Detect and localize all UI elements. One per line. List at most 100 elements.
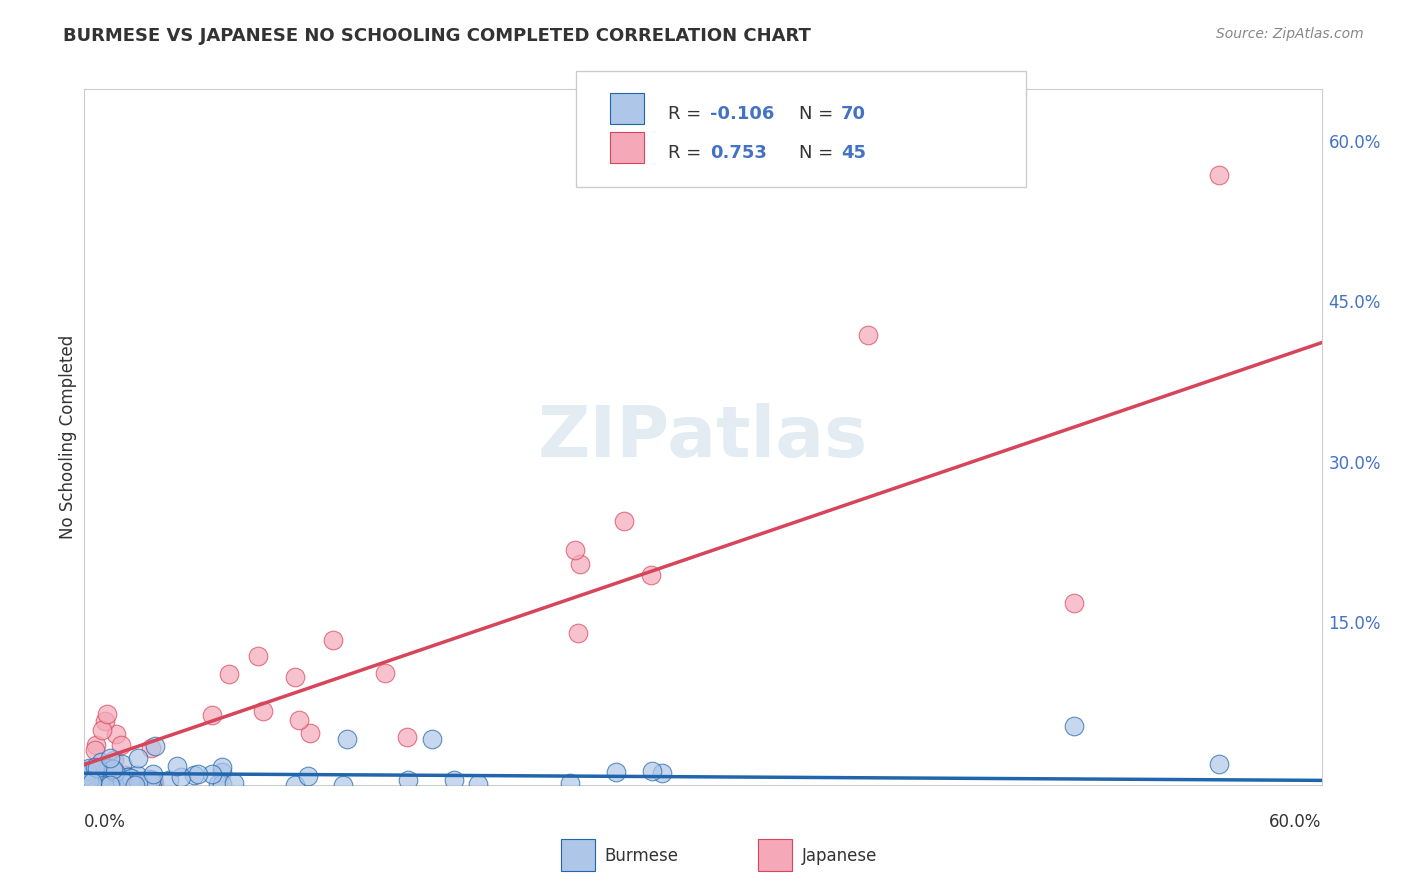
Text: 60.0%: 60.0% xyxy=(1270,813,1322,830)
Point xyxy=(77,774,100,789)
Point xyxy=(207,776,229,790)
Y-axis label: No Schooling Completed: No Schooling Completed xyxy=(59,335,77,539)
Point xyxy=(211,759,233,773)
Point xyxy=(117,771,139,785)
Point xyxy=(91,776,114,790)
Point xyxy=(86,761,108,775)
Text: N =: N = xyxy=(799,145,838,162)
Point xyxy=(322,633,344,648)
Point xyxy=(110,738,132,752)
Text: □: □ xyxy=(626,102,647,121)
Point xyxy=(124,778,146,792)
Text: R =: R = xyxy=(668,105,707,123)
Point xyxy=(247,648,270,663)
Point xyxy=(613,514,636,528)
Point xyxy=(299,726,322,740)
Point xyxy=(284,777,307,791)
Point xyxy=(1063,596,1085,610)
Point xyxy=(166,759,188,773)
Text: 30.0%: 30.0% xyxy=(1329,455,1381,473)
Point xyxy=(564,542,586,557)
Point xyxy=(396,772,419,787)
Point xyxy=(288,713,311,727)
Point xyxy=(569,558,592,572)
Point xyxy=(467,777,489,791)
Point xyxy=(201,707,224,722)
Point xyxy=(297,769,319,783)
Point xyxy=(100,751,122,765)
Point xyxy=(127,775,149,789)
Point xyxy=(856,328,879,343)
Point xyxy=(120,771,142,785)
Point xyxy=(395,730,418,744)
Point xyxy=(1208,168,1230,182)
Point xyxy=(98,776,121,790)
Point xyxy=(1208,756,1230,771)
Point xyxy=(75,774,97,789)
Text: ZIPatlas: ZIPatlas xyxy=(538,402,868,472)
Point xyxy=(332,778,354,792)
Point xyxy=(104,764,127,779)
Text: Japanese: Japanese xyxy=(801,847,877,865)
Point xyxy=(125,777,148,791)
Text: R =: R = xyxy=(668,145,713,162)
Point xyxy=(104,727,127,741)
Point xyxy=(75,776,97,790)
Point xyxy=(96,776,118,790)
Point xyxy=(187,767,209,781)
Point xyxy=(82,774,104,789)
Point xyxy=(284,670,307,684)
Point xyxy=(111,773,134,788)
Point xyxy=(101,762,124,776)
Text: Burmese: Burmese xyxy=(605,847,679,865)
Text: BURMESE VS JAPANESE NO SCHOOLING COMPLETED CORRELATION CHART: BURMESE VS JAPANESE NO SCHOOLING COMPLET… xyxy=(63,27,811,45)
Point xyxy=(94,714,117,729)
Point xyxy=(170,770,193,784)
Point xyxy=(84,738,107,752)
Point xyxy=(211,764,233,779)
Point xyxy=(101,762,124,776)
Point xyxy=(201,767,224,781)
Point xyxy=(558,776,581,790)
Point xyxy=(143,776,166,790)
Point xyxy=(77,761,100,775)
Point xyxy=(79,776,101,790)
Point xyxy=(96,757,118,772)
Point xyxy=(87,775,110,789)
Point xyxy=(75,776,97,790)
Point xyxy=(567,626,589,640)
Point xyxy=(96,706,118,721)
Point xyxy=(82,766,104,780)
Point xyxy=(97,762,120,776)
Point xyxy=(374,666,396,681)
Text: -0.106: -0.106 xyxy=(710,105,775,123)
Point xyxy=(640,764,662,779)
Point xyxy=(422,732,444,747)
Point xyxy=(143,739,166,754)
Text: 45.0%: 45.0% xyxy=(1329,294,1381,312)
Point xyxy=(252,705,274,719)
Text: 0.753: 0.753 xyxy=(710,145,766,162)
Point xyxy=(640,567,662,582)
Text: □: □ xyxy=(626,140,647,160)
Point xyxy=(139,741,162,756)
Point xyxy=(83,773,105,788)
Point xyxy=(127,776,149,790)
Text: 45: 45 xyxy=(841,145,866,162)
Point xyxy=(127,768,149,782)
Point xyxy=(83,776,105,790)
Text: N =: N = xyxy=(799,105,838,123)
Point xyxy=(131,774,153,789)
Point xyxy=(76,764,98,779)
Point xyxy=(142,772,165,787)
Point xyxy=(218,667,240,681)
Point xyxy=(117,770,139,784)
Point xyxy=(98,778,121,792)
Text: 70: 70 xyxy=(841,105,866,123)
Point xyxy=(651,765,673,780)
Point xyxy=(80,778,103,792)
Point xyxy=(443,772,465,787)
Point xyxy=(90,723,112,737)
Point xyxy=(89,767,111,781)
Point xyxy=(117,776,139,790)
